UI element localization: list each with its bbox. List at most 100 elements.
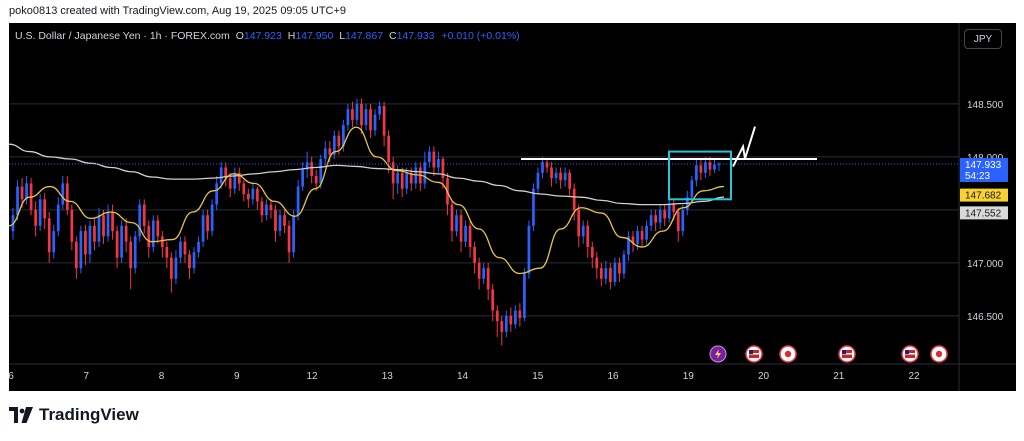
candle-body <box>47 218 51 253</box>
candle-body <box>310 162 314 176</box>
candle-body <box>382 106 386 136</box>
chart-frame[interactable]: 148.500148.000147.500147.000146.50067891… <box>9 23 1016 391</box>
candle-body <box>559 172 562 181</box>
high-value: 147.950 <box>295 30 334 42</box>
candle-body <box>518 310 522 319</box>
candle-body <box>428 151 431 163</box>
currency-button[interactable]: JPY <box>964 29 1002 49</box>
open-label: O <box>235 30 244 42</box>
x-tick-label: 22 <box>908 371 920 382</box>
candle-body <box>636 231 639 244</box>
candle-body <box>504 315 508 332</box>
candle-body <box>111 212 114 232</box>
candle-body <box>142 204 146 226</box>
candle-body <box>165 246 169 258</box>
candle-body <box>523 273 526 319</box>
candle-body <box>251 188 255 200</box>
candle-body <box>287 225 291 253</box>
candle-body <box>409 172 413 184</box>
symbol-title[interactable]: U.S. Dollar / Japanese Yen · 1h · FOREX.… <box>15 30 230 42</box>
candle-body <box>97 215 101 242</box>
candle-body <box>20 186 24 200</box>
us-flag-stripe <box>749 353 759 355</box>
candle-body <box>52 231 56 253</box>
price-change: +0.010 (+0.01%) <box>441 30 520 42</box>
candle-body <box>681 209 685 232</box>
candle-body <box>378 106 381 115</box>
candle-body <box>586 225 590 247</box>
candle-body <box>695 165 698 181</box>
candle-body <box>296 186 300 216</box>
candle-body <box>201 215 205 242</box>
candle-body <box>170 257 173 279</box>
us-flag-canton <box>905 350 909 354</box>
tradingview-brand[interactable]: TradingView <box>9 405 139 425</box>
price-label: 147.682 <box>965 191 1002 202</box>
candle-body <box>577 209 581 237</box>
price-label-countdown: 54:23 <box>965 171 990 182</box>
candle-body <box>160 236 164 247</box>
candle-body <box>120 225 123 258</box>
candle-body <box>667 204 671 219</box>
candle-body <box>491 289 495 311</box>
candle-body <box>323 148 327 160</box>
candle-body <box>61 183 65 205</box>
candle-body <box>305 162 309 170</box>
lightning-bolt-icon <box>715 349 721 359</box>
candle-body <box>269 204 273 210</box>
candle-body <box>360 103 363 126</box>
candle-body <box>242 183 246 194</box>
candle-body <box>631 236 635 244</box>
candle-body <box>351 109 354 120</box>
candle-body <box>391 162 395 184</box>
candle-body <box>369 109 372 131</box>
candle-body <box>437 159 440 168</box>
candle-body <box>79 231 83 269</box>
price-label-bg <box>960 157 1008 182</box>
candle-body <box>649 215 653 226</box>
candle-body <box>292 215 295 253</box>
candle-body <box>151 220 155 247</box>
candle-body <box>319 159 323 184</box>
candle-body <box>699 165 703 173</box>
close-value: 147.933 <box>396 30 435 42</box>
candle-body <box>38 199 42 226</box>
candle-body <box>106 212 110 237</box>
candle-body <box>192 252 196 269</box>
candle-body <box>455 215 458 232</box>
candle-body <box>482 268 486 279</box>
candle-body <box>568 172 572 189</box>
price-label: 147.933 <box>965 160 1002 171</box>
x-tick-label: 6 <box>9 371 14 382</box>
low-value: 147.867 <box>345 30 384 42</box>
candle-body <box>364 109 368 126</box>
price-label: 147.552 <box>965 208 1002 219</box>
candle-body <box>156 220 160 237</box>
candle-body <box>396 172 400 184</box>
candle-body <box>645 225 648 240</box>
x-tick-label: 8 <box>159 371 165 382</box>
candle-body <box>387 135 390 163</box>
candle-body <box>450 204 454 232</box>
x-tick-label: 14 <box>457 371 469 382</box>
candle-body <box>627 236 630 255</box>
candle-body <box>658 209 662 223</box>
candle-body <box>93 225 96 242</box>
candle-body <box>56 204 60 232</box>
candle-body <box>260 201 264 216</box>
us-flag-canton <box>749 350 753 354</box>
candle-body <box>622 254 626 274</box>
candle-body <box>301 169 304 187</box>
candle-body <box>179 241 182 258</box>
price-chart[interactable]: 148.500148.000147.500147.000146.50067891… <box>9 23 1016 391</box>
candle-body <box>115 231 119 258</box>
x-tick-label: 19 <box>683 371 695 382</box>
candle-body <box>34 209 37 226</box>
candle-body <box>513 310 517 325</box>
candle-body <box>708 162 712 170</box>
candle-body <box>572 188 576 210</box>
candle-body <box>346 109 350 126</box>
candle-body <box>373 114 377 131</box>
candle-body <box>486 268 490 290</box>
candle-body <box>604 268 608 279</box>
